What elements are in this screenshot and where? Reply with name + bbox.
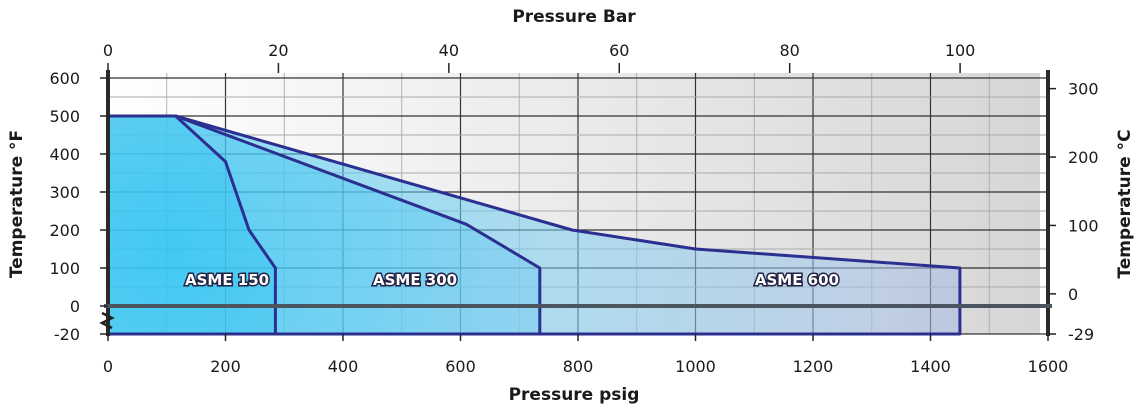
region-label: ASME 300: [373, 271, 457, 289]
bar-tick-label: 60: [609, 41, 629, 60]
x-tick-label: 600: [445, 357, 476, 376]
x-tick-label: 200: [210, 357, 241, 376]
celsius-tick-label: 300: [1068, 80, 1099, 99]
x-tick-label: 1600: [1028, 357, 1069, 376]
y-tick-label: -20: [54, 325, 80, 344]
x-tick-label: 400: [328, 357, 359, 376]
celsius-tick-label: 200: [1068, 148, 1099, 167]
axes: [99, 63, 1056, 341]
top-axis-title: Pressure Bar: [512, 7, 636, 27]
x-tick-label: 0: [103, 357, 113, 376]
y-tick-label: 100: [49, 259, 80, 278]
y-tick-label: 200: [49, 221, 80, 240]
celsius-tick-label: -29: [1068, 325, 1094, 344]
x-tick-label: 1000: [675, 357, 716, 376]
left-axis-title: Temperature °F: [7, 130, 27, 278]
y-tick-label: 500: [49, 107, 80, 126]
celsius-tick-label: 100: [1068, 216, 1099, 235]
x-tick-label: 800: [563, 357, 594, 376]
y-tick-label: 0: [70, 297, 80, 316]
axis-break-marker: [99, 311, 115, 330]
bar-tick-label: 40: [439, 41, 459, 60]
y-tick-label: 400: [49, 145, 80, 164]
region-label: ASME 150: [185, 271, 269, 289]
region-asme-150: [106, 114, 277, 336]
bottom-axis-title: Pressure psig: [509, 385, 640, 405]
bar-tick-label: 100: [945, 41, 976, 60]
x-tick-label: 1400: [910, 357, 951, 376]
bar-tick-label: 20: [268, 41, 288, 60]
region-label: ASME 600: [755, 271, 839, 289]
right-axis-title: Temperature °C: [1115, 129, 1135, 278]
y-tick-label: 300: [49, 183, 80, 202]
bar-tick-label: 80: [779, 41, 799, 60]
y-tick-label: 600: [49, 69, 80, 88]
x-tick-label: 1200: [793, 357, 834, 376]
bar-tick-label: 0: [103, 41, 113, 60]
celsius-tick-label: 0: [1068, 285, 1078, 304]
rating-regions: ASME 600 ASME 300 ASME 150: [106, 114, 962, 336]
